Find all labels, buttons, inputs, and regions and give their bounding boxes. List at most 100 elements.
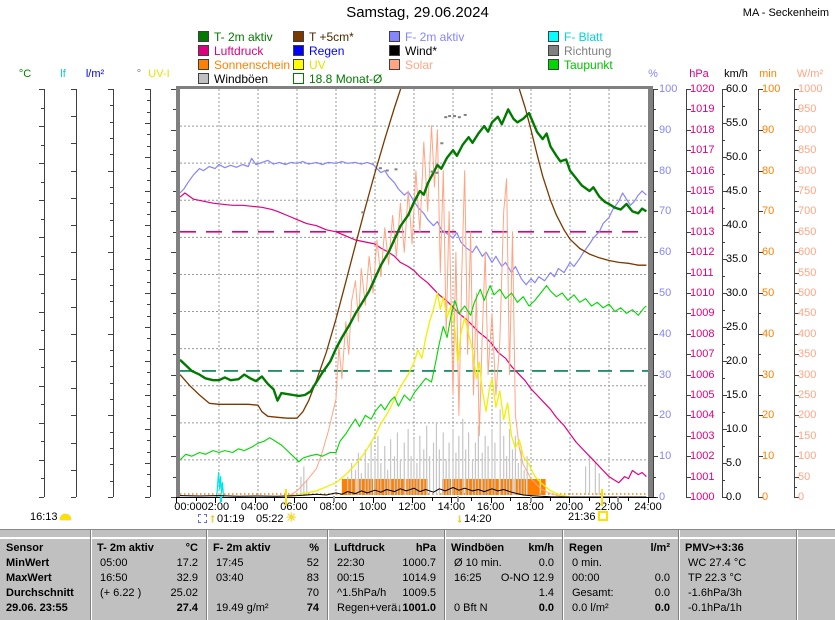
table-divider [796,530,798,620]
axis-tick [794,129,799,131]
axis-minor-tick [722,140,725,141]
sunrise: 05:22 ☀ [256,511,299,526]
axis-tick [722,361,727,362]
plot-border-left [176,86,180,498]
x-tick [313,498,315,501]
axis-tick [71,306,76,308]
axis-tick-label: 1007 [690,348,715,361]
axis-tick [758,293,763,294]
series-f-2m-aktiv [180,157,647,286]
legend-swatch-icon [198,45,209,56]
stat-time: Gesamt: [572,587,614,599]
axis-minor-tick [722,276,725,277]
axis-minor-tick [794,242,797,243]
axis-minor-tick [147,179,150,181]
axis-tick-label: 10 [762,450,775,463]
axis-tick [145,259,150,260]
axis-minor-tick [653,109,656,111]
axis-tick-label: 400 [798,327,817,340]
stat-value: 1009.5 [402,587,436,599]
axis-minor-tick [147,440,150,442]
axis-minor-tick [41,181,44,183]
axis-minor-tick [147,134,150,136]
axis-tick-label: 10 [659,450,672,463]
axis-unit: °C [18,68,32,80]
axis-tick [686,354,691,356]
axis-minor-tick [653,150,656,152]
stat-time: 16:25 [454,572,482,584]
legend-label: Richtung [564,44,612,58]
axis-tick-label: 40 [762,327,775,340]
stat-value: 70 [306,587,319,599]
axis-tick [794,333,799,335]
axis-minor-tick [110,301,113,303]
axis-tick-label: 1015 [690,185,715,197]
legend-label: Solar [405,58,434,72]
axis-minor-tick [41,107,44,109]
axis-line [113,89,114,497]
axis-minor-tick [173,476,176,478]
axis-tick-label: 1013 [690,225,715,238]
axis-minor-tick [147,406,150,408]
axis-minor-tick [147,315,150,317]
axis-tick [39,163,44,165]
axis-minor-tick [794,282,797,284]
axis-tick [171,211,176,213]
axis-tick [758,415,763,417]
axis-minor-tick [147,383,150,385]
axis-tick [794,150,799,152]
axis-tick-label: 1001 [690,470,715,483]
axis-tick-label: 0 [798,491,805,503]
axis-minor-tick [147,485,150,487]
axis-tick [145,395,150,396]
axis-tick [71,225,76,226]
axis-tick [71,497,76,498]
axis-minor-tick [110,268,113,270]
axis-tick [145,497,150,498]
axis-tick-label: 1006 [690,368,715,381]
legend-label: Regen [309,44,345,58]
axis-tick-label: 1010 [690,287,715,299]
x-tick [648,498,649,503]
axis-tick-label: 90 [659,123,672,136]
axis-tick [686,109,691,111]
axis-tick [686,415,691,417]
direction-dot [457,116,461,119]
axis-tick [758,252,763,254]
axis-minor-tick [794,446,797,447]
event-mark [333,496,336,502]
stat-value: 0.0 [654,602,670,614]
axis-minor-tick [110,399,113,401]
axis-tick [171,89,176,90]
axis-minor-tick [110,219,113,221]
legend-item: F- 2m aktiv [389,30,465,44]
series-f-blatt [216,471,225,497]
axis-minor-tick [758,395,761,396]
axis-tick [686,170,691,172]
axis-tick [794,415,799,417]
axis-tick [794,497,799,498]
axis-minor-tick [653,191,656,192]
series-taupunkt [180,285,647,463]
axis-minor-tick [173,231,176,233]
axis-minor-tick [758,435,761,437]
table-divider [206,530,208,620]
legend-label: F- 2m aktiv [405,30,465,44]
axis-tick-label: 10.0 [726,423,748,435]
axis-minor-tick [41,293,44,294]
page-title: Samstag, 29.06.2024 [346,4,489,21]
x-axis-label: 14:00 [437,501,466,513]
axis-minor-tick [147,213,150,215]
x-axis-label: 02:00 [201,501,230,513]
col-header: Luftdruck [334,542,385,554]
axis-tick-label: 60.0 [726,83,748,95]
stat-value: 27.4 [176,602,198,614]
legend-swatch-icon [198,73,209,84]
chart-plot [180,89,648,497]
direction-dot [444,116,448,119]
axis-tick-label: 80 [659,164,672,177]
axis-tick-label: 1009 [690,307,715,320]
axis-minor-tick [653,354,656,356]
axis-minor-tick [653,313,656,315]
series-t-5cm- [180,89,647,419]
